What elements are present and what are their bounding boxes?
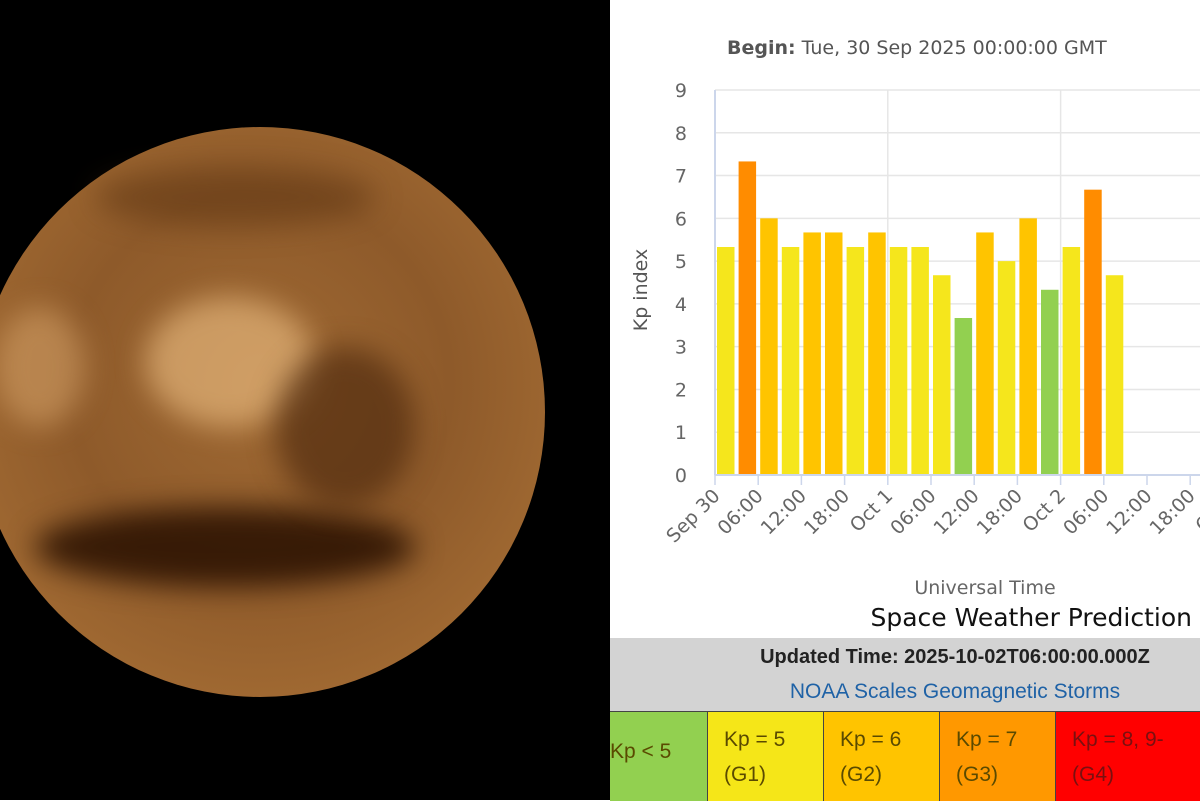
x-tick-label: 12:00 bbox=[929, 485, 983, 539]
scale-cell-g2: Kp = 6 (G2) bbox=[824, 712, 940, 801]
info-band bbox=[610, 638, 1200, 711]
scale-cell-g4: Kp = 8, 9- (G4) bbox=[1056, 712, 1200, 801]
y-tick-label: 5 bbox=[675, 251, 687, 273]
kp-bar bbox=[997, 261, 1016, 475]
sun-disk bbox=[0, 127, 545, 697]
kp-bar bbox=[954, 318, 973, 475]
footer-title: Space Weather Prediction bbox=[870, 603, 1192, 632]
x-tick-label: 06:00 bbox=[1059, 485, 1113, 539]
kp-bar bbox=[738, 161, 757, 475]
kp-bar bbox=[933, 275, 951, 475]
x-axis-label: Universal Time bbox=[914, 577, 1055, 599]
kp-bar bbox=[803, 232, 821, 475]
y-tick-label: 6 bbox=[675, 208, 687, 230]
scale-cell-kp-below-5: Kp < 5 bbox=[610, 712, 708, 801]
kp-bar bbox=[889, 246, 908, 475]
kp-bar bbox=[911, 246, 929, 475]
x-tick-label: Oct 2 bbox=[1019, 485, 1071, 537]
x-tick-label: 12:00 bbox=[1102, 485, 1156, 539]
kp-bar bbox=[1062, 246, 1081, 475]
x-tick-label: 06:00 bbox=[713, 485, 767, 539]
y-tick-label: 3 bbox=[675, 337, 687, 359]
x-tick-label: Sep 30 bbox=[662, 485, 724, 547]
x-tick-label: Oct 1 bbox=[846, 485, 898, 537]
updated-time: Updated Time: 2025-10-02T06:00:00.000Z bbox=[760, 646, 1150, 668]
kp-bar bbox=[1105, 275, 1124, 475]
kp-bar bbox=[1019, 218, 1037, 476]
y-axis-label: Kp index bbox=[630, 249, 652, 332]
y-tick-label: 1 bbox=[675, 422, 687, 444]
x-tick-label: 06:00 bbox=[886, 485, 940, 539]
y-tick-label: 0 bbox=[675, 465, 687, 487]
y-tick-label: 7 bbox=[675, 166, 687, 188]
scale-cell-g3: Kp = 7 (G3) bbox=[940, 712, 1056, 801]
y-tick-label: 2 bbox=[675, 379, 687, 401]
x-tick-label: 12:00 bbox=[757, 485, 811, 539]
kp-bar bbox=[1041, 289, 1059, 475]
kp-bar bbox=[846, 246, 865, 475]
y-tick-label: 9 bbox=[675, 80, 687, 102]
kp-bar bbox=[825, 232, 843, 475]
scale-cell-g1: Kp = 5 (G1) bbox=[708, 712, 824, 801]
kp-bar bbox=[781, 246, 800, 475]
kp-bar bbox=[1084, 189, 1102, 475]
noaa-scales-link[interactable]: NOAA Scales Geomagnetic Storms bbox=[789, 680, 1121, 703]
kp-bar bbox=[976, 232, 994, 475]
kp-bar bbox=[760, 218, 778, 476]
storm-scale-legend: Kp < 5 Kp = 5 (G1) Kp = 6 (G2) Kp = 7 (G3) … bbox=[610, 711, 1200, 801]
x-tick-label: Oct 3 bbox=[1191, 485, 1200, 537]
x-tick-label: 18:00 bbox=[973, 485, 1027, 539]
sun-image bbox=[0, 0, 610, 800]
chart-subtitle: Begin: Tue, 30 Sep 2025 00:00:00 GMT bbox=[727, 37, 1107, 59]
kp-bar bbox=[717, 246, 735, 475]
y-tick-label: 4 bbox=[675, 294, 687, 316]
kp-bar bbox=[868, 232, 886, 475]
x-tick-label: 18:00 bbox=[1145, 485, 1199, 539]
x-tick-label: 18:00 bbox=[800, 485, 854, 539]
y-tick-label: 8 bbox=[675, 123, 687, 145]
